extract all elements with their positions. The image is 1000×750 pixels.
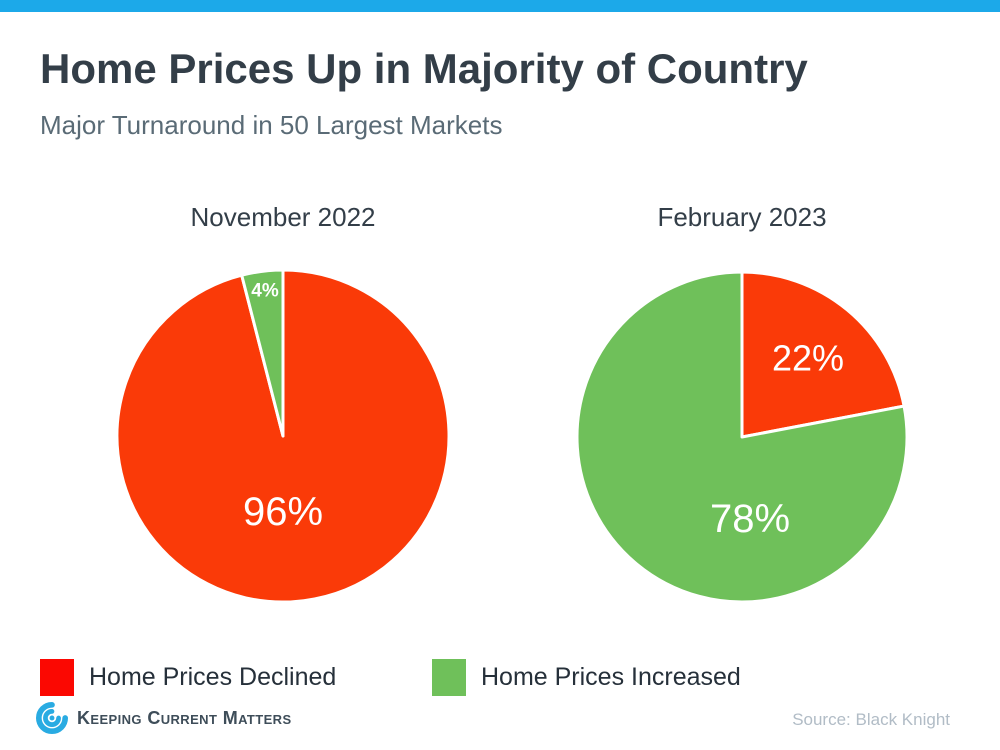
page-subtitle: Major Turnaround in 50 Largest Markets bbox=[40, 110, 503, 140]
pie-0-label-4pct: 4% bbox=[251, 281, 279, 302]
pie-title-february-2023: February 2023 bbox=[657, 202, 827, 232]
pie-1-slice-home-prices-increased bbox=[575, 270, 909, 604]
legend-label-increased: Home Prices Increased bbox=[481, 662, 741, 691]
pie-1-label-22pct: 22% bbox=[772, 338, 844, 379]
pie-1-slice-home-prices-declined bbox=[740, 270, 906, 439]
legend-label-declined: Home Prices Declined bbox=[89, 662, 337, 691]
brand-name: Keeping Current Matters bbox=[77, 707, 292, 728]
page-title: Home Prices Up in Majority of Country bbox=[40, 45, 808, 92]
legend-item-increased: Home Prices Increased bbox=[432, 658, 741, 696]
kcm-swirl-logo-icon bbox=[36, 702, 68, 734]
legend-item-declined: Home Prices Declined bbox=[40, 658, 336, 696]
pie-title-november-2022: November 2022 bbox=[190, 202, 376, 232]
source-attribution: Source: Black Knight bbox=[792, 710, 950, 729]
brand-lockup: Keeping Current Matters bbox=[36, 702, 292, 734]
top-accent-bar bbox=[0, 0, 1000, 12]
legend-swatch-increased bbox=[432, 658, 466, 696]
pie-0-label-96pct: 96% bbox=[243, 490, 323, 534]
pie-1-label-78pct: 78% bbox=[710, 497, 790, 541]
legend-swatch-declined bbox=[40, 658, 74, 696]
pie-0-slice-home-prices-increased bbox=[240, 268, 285, 438]
